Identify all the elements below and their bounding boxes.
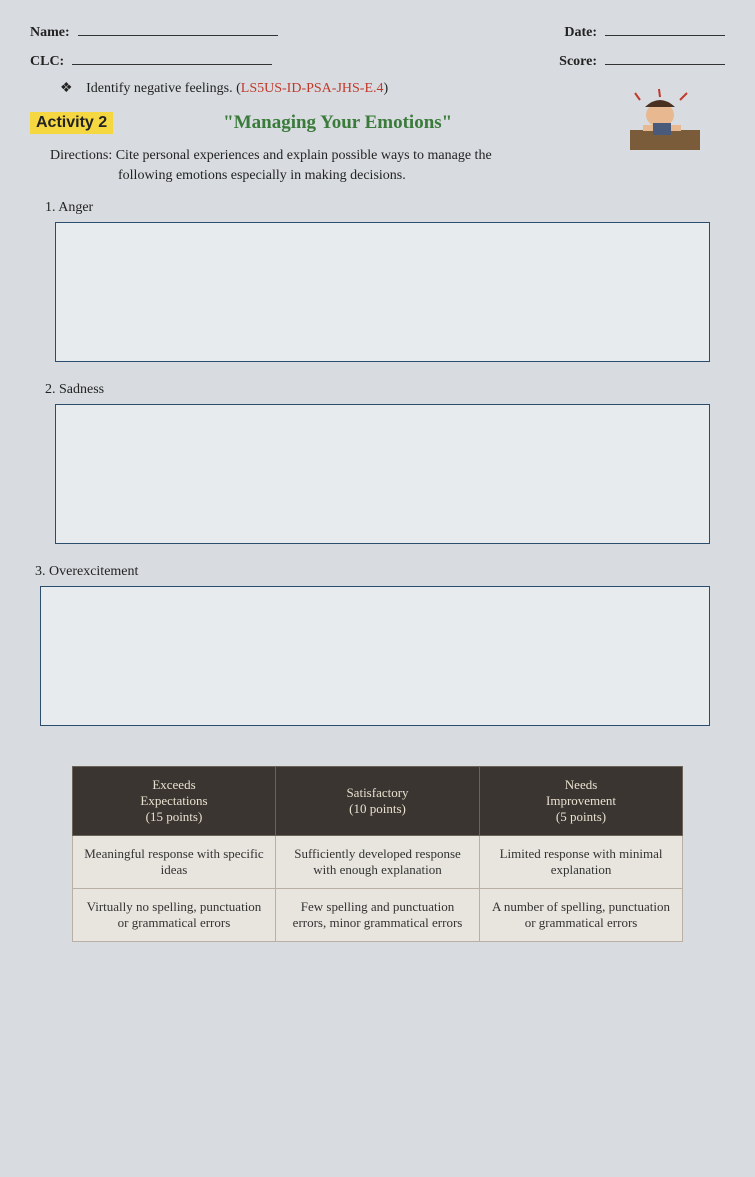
rubric-header-needs-improvement: Needs Improvement (5 points): [479, 767, 683, 836]
directions-line2: following emotions especially in making …: [118, 166, 705, 186]
objective-text-before: Identify negative feelings. (: [86, 81, 241, 96]
rubric-table: Exceeds Expectations (15 points) Satisfa…: [72, 766, 684, 942]
question-2-label: 2. Sadness: [45, 382, 725, 398]
clc-input-line[interactable]: [72, 49, 272, 65]
rubric-cell: Few spelling and punctuation errors, min…: [276, 889, 480, 942]
name-input-line[interactable]: [78, 20, 278, 36]
answer-box-3[interactable]: [40, 586, 710, 726]
rubric-row-1: Meaningful response with specific ideas …: [72, 836, 683, 889]
activity-title: "Managing Your Emotions": [223, 112, 452, 134]
rubric-header-satisfactory: Satisfactory (10 points): [276, 767, 480, 836]
answer-box-1[interactable]: [55, 222, 710, 362]
name-label: Name:: [30, 25, 70, 40]
directions-label: Directions:: [50, 148, 112, 163]
directions-text: Directions: Cite personal experiences an…: [50, 146, 705, 185]
stressed-person-clipart: [625, 85, 705, 155]
rubric-header-exceeds: Exceeds Expectations (15 points): [72, 767, 276, 836]
answer-box-2[interactable]: [55, 404, 710, 544]
objective-code: LS5US-ID-PSA-JHS-E.4: [241, 81, 384, 96]
rubric-cell: Limited response with minimal explanatio…: [479, 836, 683, 889]
date-input-line[interactable]: [605, 20, 725, 36]
score-label: Score:: [559, 54, 597, 69]
rubric-cell: Virtually no spelling, punctuation or gr…: [72, 889, 276, 942]
rubric-cell: Sufficiently developed response with eno…: [276, 836, 480, 889]
question-3-label: 3. Overexcitement: [35, 564, 725, 580]
directions-line1: Cite personal experiences and explain po…: [116, 148, 492, 163]
bullet-icon: ❖: [60, 81, 73, 96]
rubric-cell: Meaningful response with specific ideas: [72, 836, 276, 889]
date-label: Date:: [564, 25, 597, 40]
clc-label: CLC:: [30, 54, 64, 69]
score-input-line[interactable]: [605, 49, 725, 65]
rubric-row-2: Virtually no spelling, punctuation or gr…: [72, 889, 683, 942]
rubric-cell: A number of spelling, punctuation or gra…: [479, 889, 683, 942]
objective-text-after: ): [384, 81, 389, 96]
question-1-label: 1. Anger: [45, 200, 725, 216]
activity-badge: Activity 2: [30, 112, 113, 134]
